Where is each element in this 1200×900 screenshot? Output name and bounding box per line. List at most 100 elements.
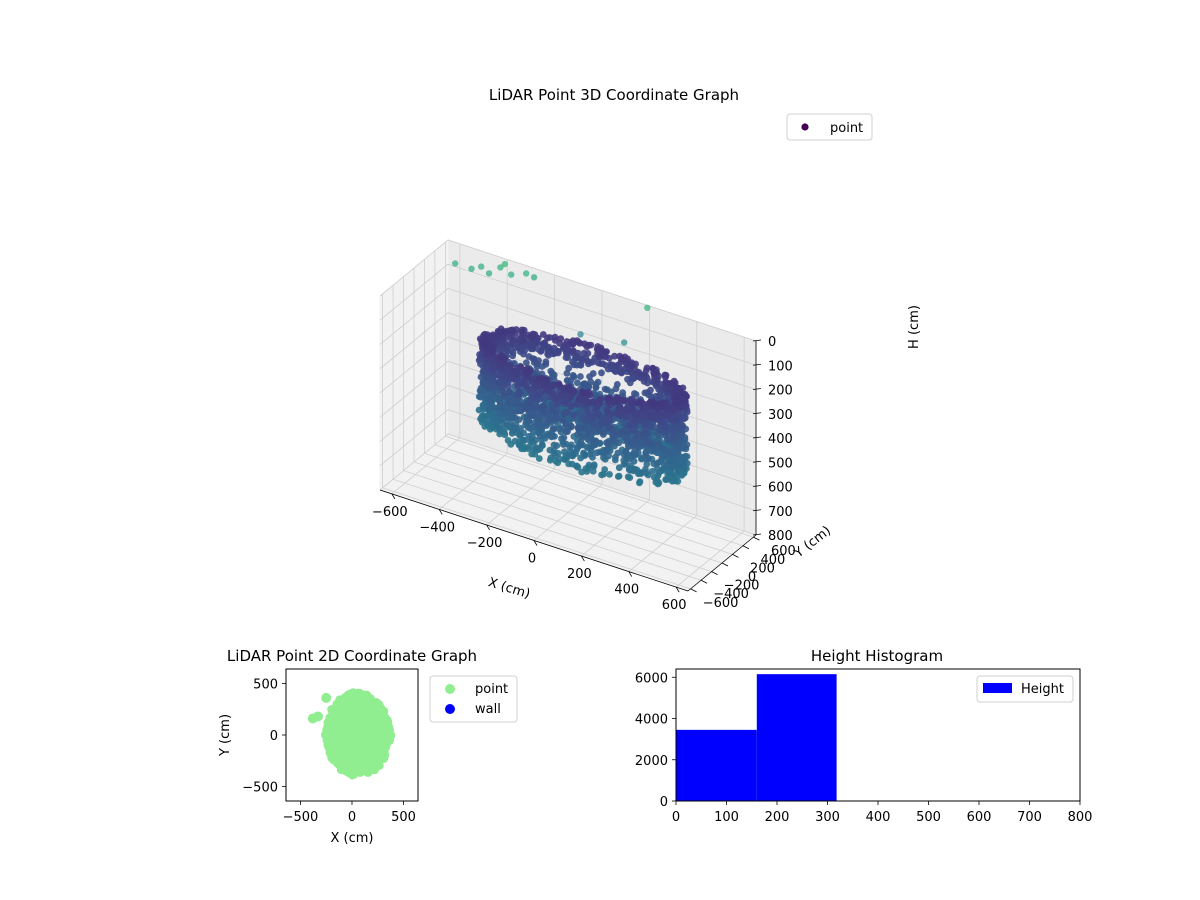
outlier-point-marker [508, 271, 515, 278]
point-marker [574, 430, 581, 438]
point-marker [502, 365, 510, 373]
point-marker [589, 420, 597, 428]
point-marker [642, 469, 650, 477]
point-marker [527, 400, 535, 407]
point-marker [363, 764, 373, 774]
point-marker [343, 746, 353, 756]
outlier-point-marker [478, 263, 485, 270]
point-marker [509, 338, 517, 346]
point-marker [603, 447, 611, 454]
point-marker [539, 403, 546, 411]
point-marker [321, 692, 332, 703]
outlier-point-marker [468, 265, 475, 272]
point-marker [334, 747, 344, 757]
point-marker [574, 354, 582, 362]
point-marker [331, 735, 341, 745]
x-tick-label: 400 [614, 583, 639, 598]
point-marker [528, 341, 536, 349]
y-tick-label: 200 [750, 561, 775, 576]
point-marker [525, 417, 532, 424]
chart-histogram-x-ticks: 0 100 200 300 400 500 600 700 800 [672, 801, 1092, 825]
point-marker [538, 441, 546, 448]
point-marker [593, 449, 601, 457]
point-marker [365, 706, 374, 716]
point-marker [667, 457, 675, 465]
point-marker [516, 431, 524, 438]
point-marker [612, 453, 619, 461]
point-marker [494, 371, 502, 379]
point-marker [578, 468, 586, 476]
point-marker [616, 430, 624, 438]
z-tick [752, 412, 762, 415]
y-tick-label: −500 [242, 781, 278, 796]
outlier-point-marker [501, 260, 509, 268]
point-marker [650, 460, 658, 468]
chart-2d-points [307, 688, 396, 780]
chart-histogram-title: Height Histogram [811, 647, 943, 665]
point-marker [570, 347, 577, 355]
point-marker [605, 452, 612, 460]
point-marker [367, 748, 377, 758]
x-tick [438, 509, 443, 515]
point-marker [565, 386, 573, 393]
point-marker [336, 723, 346, 733]
point-marker [524, 331, 532, 339]
point-marker [637, 469, 645, 476]
point-marker [555, 380, 563, 387]
point-marker [581, 415, 588, 423]
point-marker [515, 416, 523, 423]
point-marker [645, 439, 653, 447]
point-marker [534, 391, 542, 399]
chart-2d-y-ticks: −500 0 500 [242, 677, 286, 796]
point-marker [562, 354, 570, 361]
point-marker [359, 749, 369, 759]
chart-3d-z-label: H (cm) [907, 305, 922, 349]
point-marker [543, 376, 551, 384]
x-tick [486, 524, 490, 531]
point-marker [668, 470, 676, 477]
z-tick-label: 500 [768, 456, 793, 471]
point-marker [529, 355, 537, 362]
point-marker [642, 421, 650, 429]
x-tick-label: 200 [567, 567, 592, 582]
y-tick-label: 0 [660, 795, 668, 810]
point-marker [562, 452, 570, 460]
point-marker [566, 402, 574, 410]
point-marker [599, 415, 606, 423]
point-marker [574, 379, 581, 387]
point-marker [658, 445, 666, 453]
point-marker [504, 423, 511, 431]
point-marker [563, 369, 571, 377]
point-marker [611, 367, 619, 375]
point-marker [624, 428, 632, 436]
x-tick-label: 0 [348, 810, 356, 825]
point-marker [592, 437, 600, 445]
y-tick [721, 562, 729, 567]
chart-2d: LiDAR Point 2D Coordinate Graph −500 0 500… [218, 647, 518, 846]
point-marker [610, 433, 618, 441]
y-tick [742, 545, 750, 550]
point-marker [529, 393, 537, 400]
point-marker [556, 455, 564, 463]
point-marker [501, 431, 509, 439]
point-marker [565, 364, 573, 372]
point-marker [523, 359, 530, 367]
y-tick-label: 600 [771, 544, 796, 559]
point-marker [497, 362, 505, 370]
point-marker [612, 409, 620, 417]
point-marker [594, 359, 602, 367]
point-marker [505, 388, 513, 396]
outlier-point-marker [452, 260, 459, 267]
x-tick [533, 540, 538, 546]
chart-2d-legend-label-wall: wall [475, 702, 501, 717]
point-marker [642, 448, 650, 456]
chart-3d-x-ticks: −600 −400 −200 0 200 400 600 [372, 493, 687, 613]
point-marker [650, 474, 658, 481]
point-marker [595, 410, 603, 418]
point-marker [322, 735, 332, 745]
histogram-bar [756, 674, 837, 801]
x-tick-label: 400 [866, 810, 891, 825]
point-marker [356, 690, 366, 700]
point-marker [563, 377, 571, 384]
point-marker [552, 393, 560, 400]
